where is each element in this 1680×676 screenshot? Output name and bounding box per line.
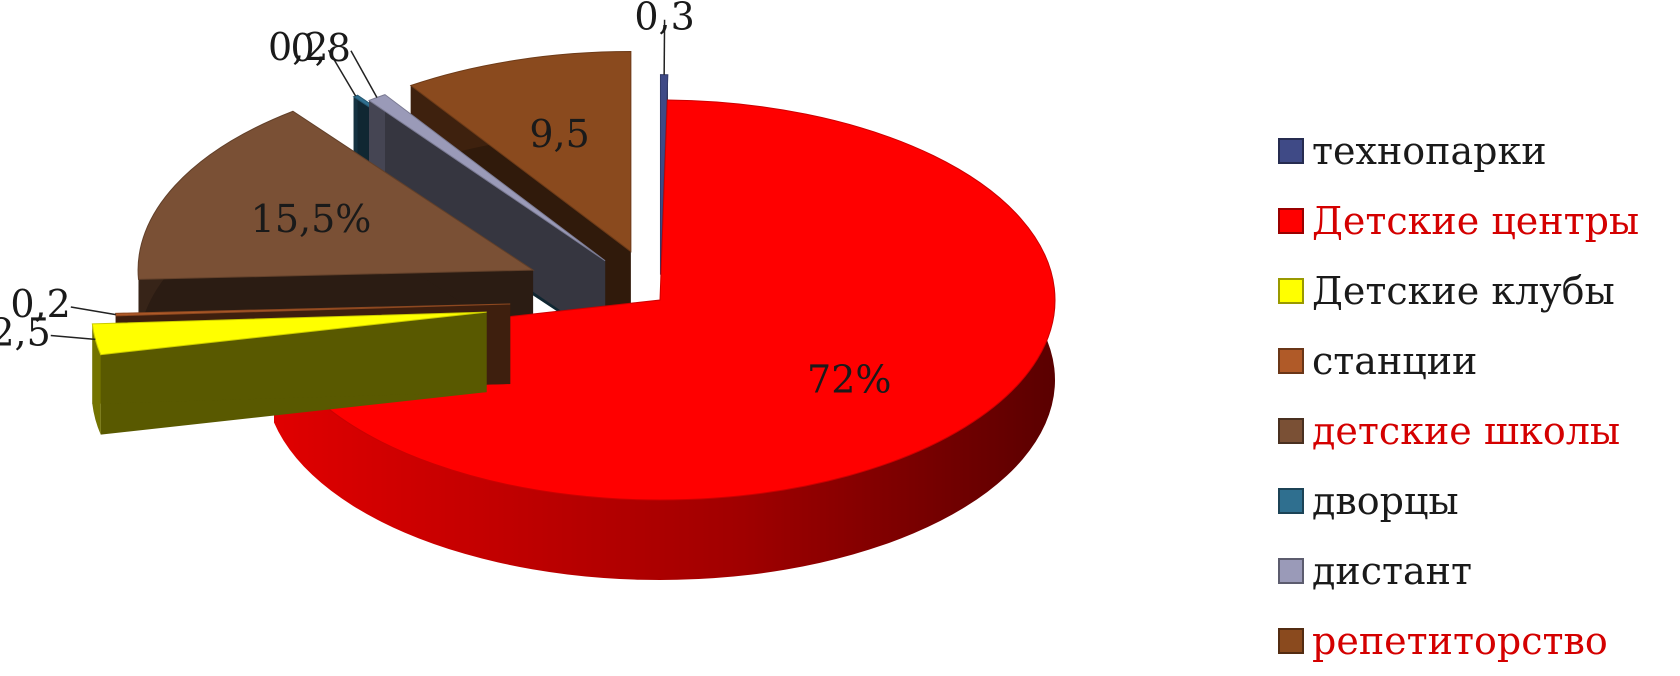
legend-item: репетиторство	[1278, 606, 1678, 676]
legend-item: Детские клубы	[1278, 256, 1678, 326]
legend-swatch	[1278, 558, 1304, 584]
data-label: 9,5	[529, 112, 589, 156]
leader-line	[51, 336, 96, 340]
legend-swatch	[1278, 278, 1304, 304]
legend-item: Детские центры	[1278, 186, 1678, 256]
leader-line	[71, 307, 116, 315]
data-label: 0,2	[10, 282, 70, 326]
legend-label: репетиторство	[1312, 606, 1608, 676]
legend-item: технопарки	[1278, 116, 1678, 186]
legend-label: станции	[1312, 326, 1477, 396]
legend-swatch	[1278, 138, 1304, 164]
legend-item: станции	[1278, 326, 1678, 396]
legend-label: дворцы	[1312, 466, 1459, 536]
legend-swatch	[1278, 488, 1304, 514]
data-label: 72%	[807, 358, 891, 402]
legend-label: технопарки	[1312, 116, 1547, 186]
legend-swatch	[1278, 348, 1304, 374]
data-label: 0,8	[291, 26, 351, 70]
legend-item: дворцы	[1278, 466, 1678, 536]
leader-line	[351, 51, 377, 98]
legend-label: Детские центры	[1312, 186, 1639, 256]
legend-label: детские школы	[1312, 396, 1620, 466]
legend-swatch	[1278, 418, 1304, 444]
legend-label: Детские клубы	[1312, 256, 1615, 326]
legend-item: дистант	[1278, 536, 1678, 606]
legend-label: дистант	[1312, 536, 1472, 606]
legend-swatch	[1278, 628, 1304, 654]
data-label: 0,3	[634, 0, 694, 39]
legend-item: детские школы	[1278, 396, 1678, 466]
data-label: 15,5%	[251, 197, 372, 241]
legend-swatch	[1278, 208, 1304, 234]
